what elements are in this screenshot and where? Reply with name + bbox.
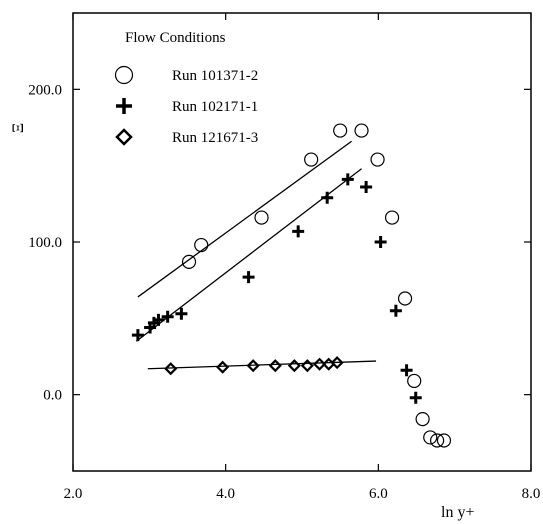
x-tick-label: 4.0 bbox=[216, 486, 235, 502]
x-tick-label: 8.0 bbox=[522, 486, 541, 502]
legend-label: Run 101371-2 bbox=[172, 68, 258, 84]
plus-point bbox=[243, 271, 255, 283]
x-axis-label: ln y+ bbox=[441, 504, 474, 521]
circle-point bbox=[334, 124, 347, 137]
circle-point bbox=[183, 255, 196, 268]
circle-point bbox=[195, 239, 208, 252]
legend-title: Flow Conditions bbox=[125, 30, 226, 46]
x-tick-label: 2.0 bbox=[64, 486, 83, 502]
fit-lines-layer bbox=[136, 141, 376, 368]
circle-point bbox=[305, 153, 318, 166]
legend-label: Run 121671-3 bbox=[172, 130, 258, 146]
ticks-layer: 2.0 4.0 6.0 8.0 0.0 100.0 200.0 bbox=[28, 13, 540, 502]
circle-point bbox=[399, 292, 412, 305]
legend-plus-marker bbox=[116, 98, 132, 114]
legend: Flow Conditions Run 101371-2 Run 102171-1… bbox=[116, 30, 259, 146]
circle-point bbox=[371, 153, 384, 166]
plot-frame bbox=[73, 13, 531, 471]
circle-point bbox=[255, 211, 268, 224]
points-layer bbox=[132, 124, 451, 447]
legend-items: Run 101371-2 Run 102171-1 Run 121671-3 bbox=[116, 67, 259, 147]
plus-point bbox=[292, 225, 304, 237]
plus-point bbox=[401, 364, 413, 376]
y-tick-label: 0.0 bbox=[43, 388, 62, 404]
plus-point bbox=[410, 392, 422, 404]
diamond-point bbox=[218, 362, 228, 372]
circle-point bbox=[416, 413, 429, 426]
legend-circle-marker bbox=[116, 67, 133, 84]
circle-point bbox=[386, 211, 399, 224]
plus-point bbox=[321, 192, 333, 204]
legend-diamond-marker bbox=[117, 130, 131, 144]
circle-point bbox=[408, 374, 421, 387]
y-axis-label: Ξ bbox=[10, 123, 27, 133]
circle-point bbox=[355, 124, 368, 137]
diamond-point bbox=[166, 364, 176, 374]
diamond-point bbox=[302, 361, 312, 371]
diamond-point bbox=[289, 361, 299, 371]
diamond-point bbox=[270, 361, 280, 371]
y-tick-label: 200.0 bbox=[28, 82, 62, 98]
plus-point bbox=[375, 236, 387, 248]
plus-point bbox=[360, 181, 372, 193]
y-tick-label: 100.0 bbox=[28, 235, 62, 251]
plus-point bbox=[390, 305, 402, 317]
legend-label: Run 102171-1 bbox=[172, 99, 258, 115]
x-tick-label: 6.0 bbox=[369, 486, 388, 502]
fit-line-series-1 bbox=[138, 141, 352, 297]
plus-point bbox=[342, 173, 354, 185]
plus-point bbox=[132, 329, 144, 341]
